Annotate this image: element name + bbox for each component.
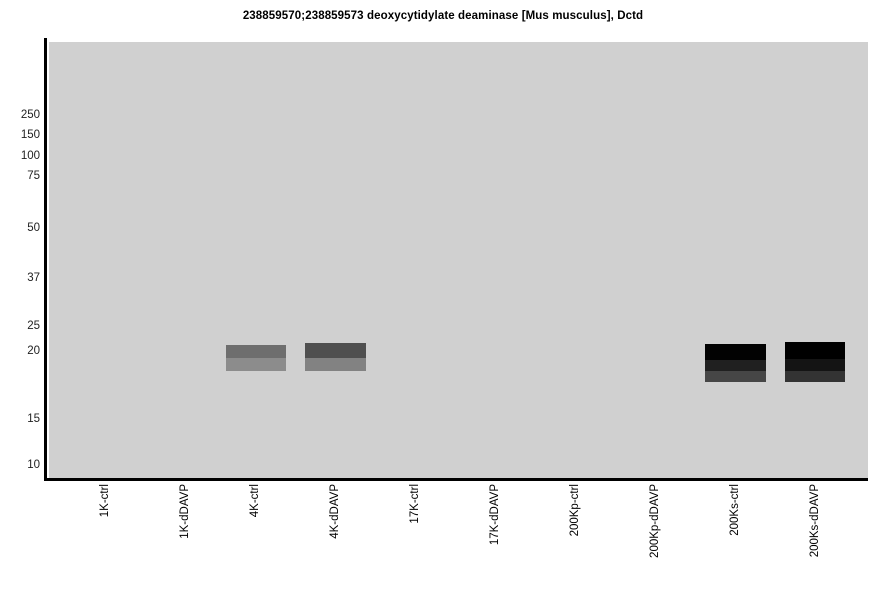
lane-label-8: 200Ks-ctrl — [729, 484, 741, 536]
lane-label-4: 17K-ctrl — [409, 484, 421, 524]
band-segment — [785, 342, 845, 359]
band-segment — [226, 345, 286, 358]
y-axis-line — [44, 38, 47, 481]
figure-title: 238859570;238859573 deoxycytidylate deam… — [242, 10, 644, 22]
gel-band-200Ks-dDAVP — [785, 342, 845, 382]
y-tick-label: 37 — [27, 272, 40, 284]
y-tick-label: 50 — [27, 222, 40, 234]
y-tick-label: 15 — [27, 413, 40, 425]
band-segment — [305, 358, 366, 371]
lane-label-3: 4K-dDAVP — [329, 484, 341, 539]
band-segment — [705, 360, 766, 371]
band-segment — [305, 343, 366, 358]
y-tick-label: 25 — [27, 320, 40, 332]
band-segment — [226, 358, 286, 371]
lane-label-2: 4K-ctrl — [249, 484, 261, 518]
y-tick-label: 75 — [27, 170, 40, 182]
x-axis-line — [44, 478, 868, 481]
y-tick-label: 100 — [20, 150, 40, 162]
y-tick-label: 20 — [27, 345, 40, 357]
y-tick-label: 250 — [20, 109, 40, 121]
y-tick-label: 150 — [20, 129, 40, 141]
lane-label-5: 17K-dDAVP — [489, 484, 501, 546]
lane-label-7: 200Kp-dDAVP — [649, 484, 661, 558]
lane-label-9: 200Ks-dDAVP — [809, 484, 821, 558]
gel-band-200Ks-ctrl — [705, 344, 766, 382]
gel-band-4K-dDAVP — [305, 343, 366, 371]
y-tick-label: 10 — [27, 459, 40, 471]
band-segment — [705, 371, 766, 382]
lane-label-1: 1K-dDAVP — [179, 484, 191, 539]
band-segment — [785, 371, 845, 382]
band-segment — [705, 344, 766, 360]
band-segment — [785, 359, 845, 371]
lane-label-0: 1K-ctrl — [99, 484, 111, 518]
lane-label-6: 200Kp-ctrl — [569, 484, 581, 537]
gel-band-4K-ctrl — [226, 345, 286, 371]
gel-plot-area — [49, 42, 868, 478]
